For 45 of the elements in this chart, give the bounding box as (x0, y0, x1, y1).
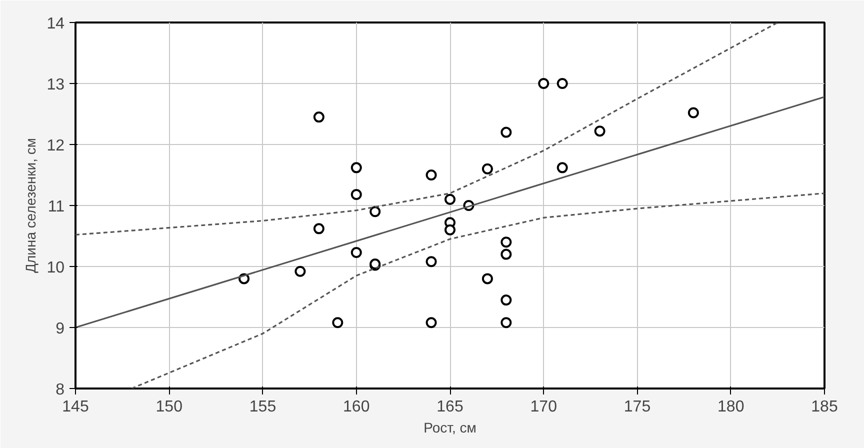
line-series (76, 22, 778, 236)
point (294, 266, 306, 277)
y-axis-title: Длина селезенки, см (22, 138, 39, 273)
point (594, 126, 606, 137)
x-tick-label: 185 (811, 398, 838, 416)
point (556, 162, 568, 174)
y-tick-label: 14 (46, 16, 65, 32)
point (370, 206, 381, 218)
point (426, 256, 437, 268)
y-tick-label: 11 (48, 198, 65, 216)
x-tick-label: 160 (343, 398, 370, 416)
point (538, 78, 550, 89)
point (426, 317, 437, 328)
y-tick-label: 10 (46, 260, 65, 276)
y-tick-label: 13 (46, 76, 65, 94)
point (500, 317, 512, 328)
point (500, 294, 512, 306)
point (500, 126, 512, 138)
point (500, 236, 512, 248)
x-tick-label: 180 (718, 398, 744, 416)
point (350, 246, 362, 258)
point (332, 317, 344, 328)
point (350, 162, 362, 174)
point (556, 78, 568, 89)
x-tick-label: 165 (436, 398, 464, 416)
x-tick-label: 150 (156, 398, 183, 416)
y-tick-label: 12 (46, 138, 65, 154)
x-tick-label: 170 (530, 398, 558, 416)
point (350, 189, 362, 200)
point (313, 112, 324, 123)
point (482, 273, 493, 284)
line-series (130, 192, 824, 388)
point (444, 224, 456, 236)
y-tick-label: 9 (56, 320, 65, 338)
point (500, 248, 512, 260)
x-axis-title: Рост, см (424, 420, 476, 436)
point (426, 170, 437, 180)
point (313, 223, 324, 234)
point (444, 194, 456, 205)
x-tick-label: 175 (624, 398, 651, 416)
point (688, 107, 699, 118)
point (482, 163, 493, 174)
y-tick-label: 8 (56, 382, 65, 398)
x-tick-label: 145 (62, 398, 89, 416)
x-tick-label: 155 (249, 398, 276, 416)
